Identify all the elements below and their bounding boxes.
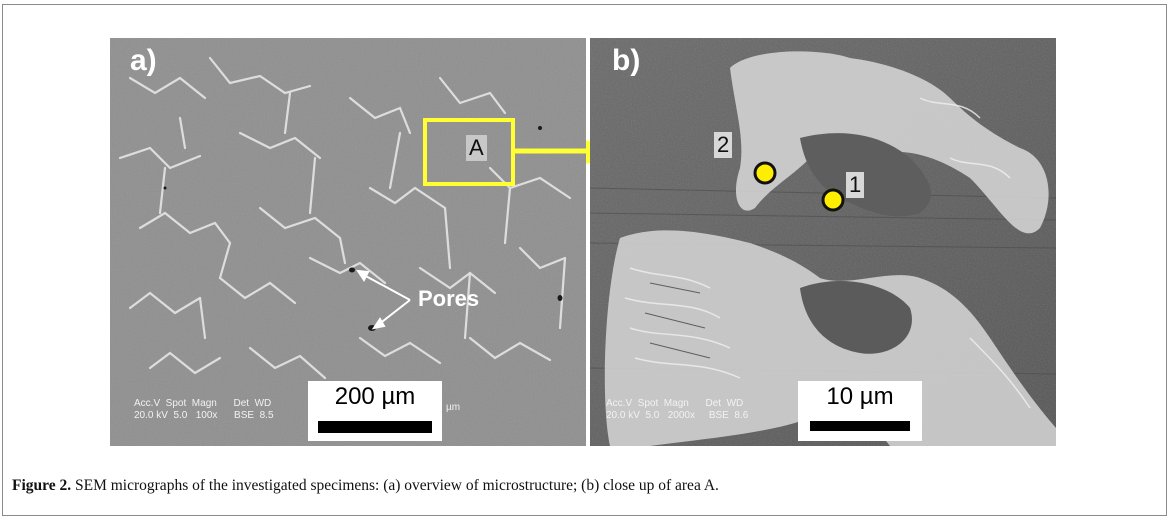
- micrograph-b: b) 2 1 Acc.V Spot Magn Det WD 20.0 kV 5.…: [590, 38, 1056, 446]
- point-2-label: 2: [714, 132, 733, 158]
- caption-label: Figure 2.: [12, 477, 72, 494]
- micrograph-b-texture: [590, 38, 1056, 446]
- pores-label: Pores: [418, 286, 480, 311]
- panel-b-meta: Acc.V Spot Magn Det WD 20.0 kV 5.0 2000x…: [606, 398, 748, 422]
- panel-b-meta-line1: Acc.V Spot Magn Det WD: [606, 398, 744, 409]
- panel-b-meta-line2: 20.0 kV 5.0 2000x BSE 8.6: [606, 410, 749, 421]
- micrograph-a: a) A Pores Acc.V Spot Magn Det WD 20.0 k…: [110, 38, 586, 446]
- panel-a-meta-fragment: µm: [446, 402, 461, 413]
- caption-text: SEM micrographs of the investigated spec…: [71, 477, 719, 494]
- point-1-label: 1: [846, 172, 865, 198]
- scale-bar-a-label: 200 µm: [334, 383, 416, 410]
- panel-a-label: a): [130, 44, 157, 77]
- panel-a-meta-line1: Acc.V Spot Magn Det WD: [134, 398, 272, 409]
- panel-b-label: b): [612, 44, 641, 77]
- scale-bar-a: 200 µm: [308, 381, 442, 441]
- micrograph-a-texture: [110, 38, 586, 446]
- panel-a-meta: Acc.V Spot Magn Det WD 20.0 kV 5.0 100x …: [134, 398, 274, 422]
- figure-caption: Figure 2. SEM micrographs of the investi…: [12, 477, 719, 495]
- scale-bar-b: 10 µm: [798, 381, 922, 441]
- scale-bar-a-line: [318, 421, 432, 433]
- region-a-label: A: [466, 135, 487, 161]
- scale-bar-b-label: 10 µm: [826, 383, 894, 410]
- scale-bar-b-line: [810, 421, 910, 431]
- panel-a-meta-line2: 20.0 kV 5.0 100x BSE 8.5: [134, 410, 274, 421]
